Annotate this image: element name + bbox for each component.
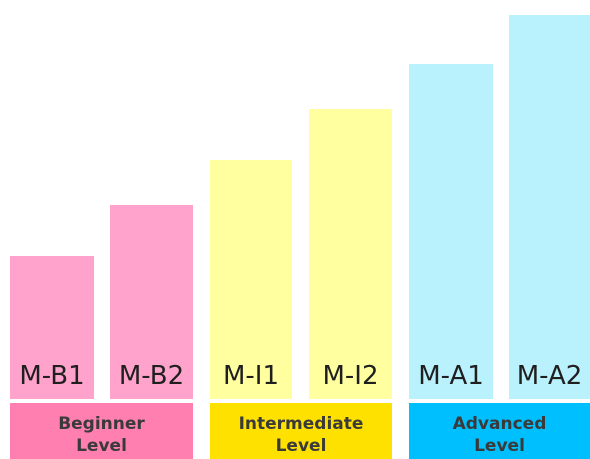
bar-label-m-i1: M-I1 <box>222 361 280 391</box>
level-band-beginner-line2: Level <box>76 436 127 456</box>
bar-label-m-a2: M-A2 <box>516 361 583 391</box>
bar-m-b2: M-B2 <box>110 205 193 399</box>
bar-m-i2: M-I2 <box>309 109 392 399</box>
bar-m-b1: M-B1 <box>10 256 94 399</box>
level-band-intermediate-line1: Intermediate <box>238 414 364 434</box>
level-band-beginner-line1: Beginner <box>58 414 145 434</box>
level-band-intermediate: Intermediate Level <box>210 403 392 459</box>
bar-label-m-b2: M-B2 <box>118 361 185 391</box>
bar-label-m-b1: M-B1 <box>19 361 85 391</box>
bar-label-m-i2: M-I2 <box>322 361 379 391</box>
bar-m-a2: M-A2 <box>509 15 590 399</box>
level-band-advanced-line1: Advanced <box>452 414 547 434</box>
level-band-beginner: Beginner Level <box>10 403 193 459</box>
level-band-advanced-line2: Level <box>474 436 525 456</box>
bar-m-a1: M-A1 <box>409 64 493 399</box>
bar-m-i1: M-I1 <box>210 160 292 399</box>
level-band-intermediate-line2: Level <box>275 436 327 456</box>
level-band-advanced: Advanced Level <box>409 403 590 459</box>
bar-label-m-a1: M-A1 <box>418 361 484 391</box>
